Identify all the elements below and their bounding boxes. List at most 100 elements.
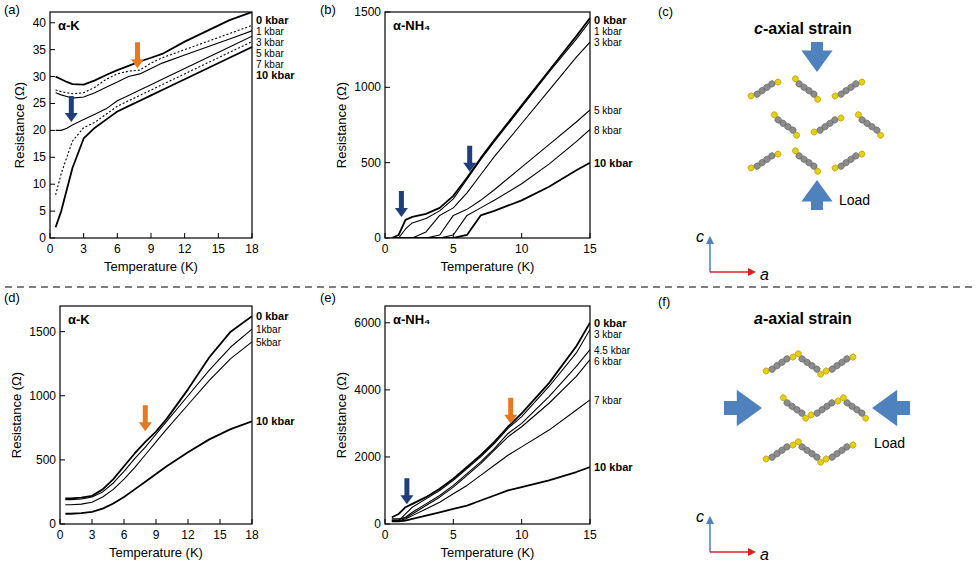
y-tick bbox=[385, 524, 390, 525]
chart-panel: 0500100015000369121518Temperature (K)Res… bbox=[4, 290, 295, 560]
x-tick-label: 10 bbox=[515, 242, 529, 256]
y-tick bbox=[385, 12, 390, 13]
x-tick bbox=[252, 519, 253, 524]
panel-label: (c) bbox=[658, 4, 673, 19]
molecule bbox=[822, 350, 857, 379]
molecule-sulfur bbox=[794, 438, 802, 446]
x-tick-label: 5 bbox=[450, 528, 457, 542]
series-label: 10 kbar bbox=[256, 69, 295, 81]
x-tick-label: 10 bbox=[515, 528, 529, 542]
x-tick bbox=[151, 233, 152, 238]
y-tick-label: 500 bbox=[36, 453, 56, 467]
axis-label: c bbox=[696, 508, 704, 525]
molecule bbox=[777, 394, 812, 423]
series-line bbox=[392, 130, 590, 238]
y-tick bbox=[50, 76, 55, 77]
annotation-group bbox=[395, 146, 476, 217]
x-tick bbox=[124, 519, 125, 524]
panel-label: (a) bbox=[4, 2, 20, 17]
separator bbox=[5, 286, 972, 287]
series-label: 0 kbar bbox=[256, 14, 289, 26]
series-line bbox=[392, 42, 590, 238]
molecule bbox=[768, 111, 803, 140]
panel-label: (d) bbox=[4, 290, 20, 305]
axis-c bbox=[709, 242, 711, 272]
axis-c bbox=[709, 522, 711, 552]
y-tick-label: 6000 bbox=[354, 316, 381, 330]
title-rest: -axial strain bbox=[763, 310, 852, 327]
y-tick bbox=[385, 389, 390, 390]
molecule-sulfur bbox=[774, 150, 782, 158]
molecule-sulfur bbox=[791, 147, 799, 155]
x-axis-title: Temperature (K) bbox=[441, 545, 535, 560]
x-axis-title: Temperature (K) bbox=[104, 259, 198, 274]
x-tick-label: 3 bbox=[89, 528, 96, 542]
x-tick-label: 15 bbox=[212, 242, 226, 256]
series-line bbox=[392, 110, 590, 238]
molecule bbox=[831, 75, 866, 104]
molecule-sulfur bbox=[854, 111, 862, 119]
x-tick bbox=[521, 233, 522, 238]
chart-title: α-K bbox=[58, 18, 80, 33]
molecule-sulfur bbox=[792, 131, 800, 139]
y-tick-label: 2000 bbox=[354, 450, 381, 464]
x-tick bbox=[590, 519, 591, 524]
molecule bbox=[747, 75, 782, 104]
molecule bbox=[789, 147, 824, 176]
x-tick bbox=[220, 519, 221, 524]
series-label: 5kbar bbox=[256, 337, 282, 348]
x-tick-label: 15 bbox=[213, 528, 227, 542]
figure: 05101520253035400369121518Temperature (K… bbox=[0, 0, 977, 575]
molecule-sulfur bbox=[747, 92, 755, 100]
y-tick bbox=[50, 103, 55, 104]
y-tick-label: 1500 bbox=[29, 325, 56, 339]
y-tick-label: 10 bbox=[33, 177, 47, 191]
panel-label: (e) bbox=[320, 290, 336, 305]
y-tick-label: 500 bbox=[361, 156, 381, 170]
series-line bbox=[392, 323, 590, 518]
y-tick bbox=[60, 331, 65, 332]
series-label: 6 kbar bbox=[594, 356, 622, 367]
axis-c-head bbox=[706, 516, 714, 524]
series-line bbox=[56, 42, 252, 195]
x-tick-label: 12 bbox=[178, 242, 192, 256]
y-tick-label: 25 bbox=[33, 96, 47, 110]
x-tick-label: 9 bbox=[148, 242, 155, 256]
x-axis-title: Temperature (K) bbox=[441, 259, 535, 274]
y-tick bbox=[60, 459, 65, 460]
annotation-arrow bbox=[463, 146, 476, 172]
y-tick bbox=[60, 395, 65, 396]
axis-a bbox=[710, 551, 750, 553]
molecule-sulfur bbox=[810, 128, 818, 136]
annotation-group bbox=[400, 398, 517, 505]
x-tick bbox=[385, 519, 386, 524]
y-tick bbox=[385, 456, 390, 457]
y-tick bbox=[50, 22, 55, 23]
axis-a bbox=[710, 271, 750, 273]
load-arrow bbox=[801, 180, 832, 210]
x-tick bbox=[50, 233, 51, 238]
series-group bbox=[392, 323, 590, 522]
y-tick bbox=[50, 130, 55, 131]
molecule-sulfur bbox=[762, 367, 770, 375]
y-tick bbox=[385, 322, 390, 323]
x-tick-label: 6 bbox=[121, 528, 128, 542]
chart-panel: 05101520253035400369121518Temperature (K… bbox=[4, 2, 295, 274]
molecule-sulfur bbox=[807, 411, 815, 419]
y-tick-label: 20 bbox=[33, 123, 47, 137]
x-tick-label: 18 bbox=[245, 528, 259, 542]
molecule bbox=[792, 350, 827, 379]
series-label: 0 kbar bbox=[256, 310, 289, 322]
y-tick-label: 30 bbox=[33, 70, 47, 84]
series-line bbox=[56, 36, 252, 130]
molecule-sulfur bbox=[822, 455, 830, 463]
molecule-sulfur bbox=[831, 164, 839, 172]
molecule-sulfur bbox=[747, 164, 755, 172]
axis-label: a bbox=[760, 266, 769, 283]
molecule-sulfur bbox=[822, 367, 830, 375]
plot-frame bbox=[60, 306, 252, 524]
series-label: 10 kbar bbox=[256, 415, 295, 427]
y-tick-label: 0 bbox=[39, 231, 46, 245]
molecule-sulfur bbox=[849, 353, 857, 361]
x-tick-label: 0 bbox=[382, 528, 389, 542]
